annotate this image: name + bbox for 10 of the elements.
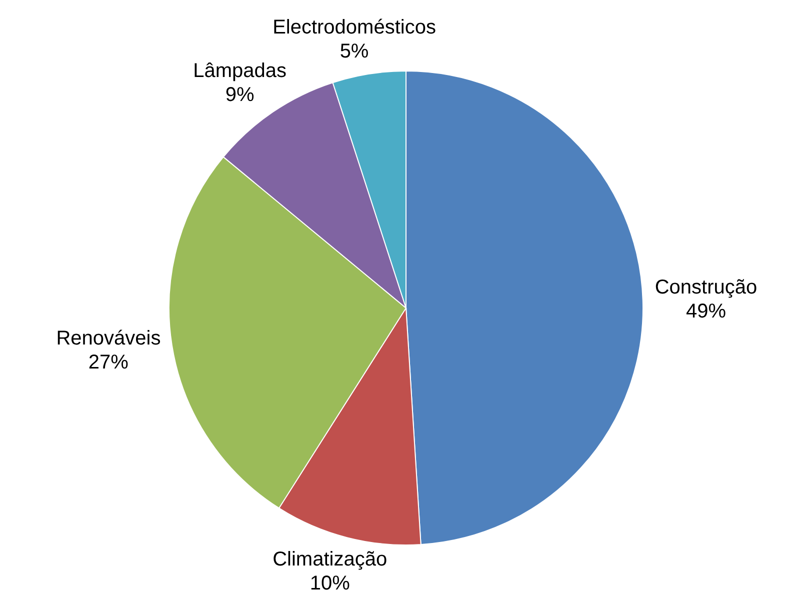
- data-label: 9%: [225, 84, 254, 106]
- slice-label: Electrodomésticos: [272, 16, 436, 38]
- slice-label: Lâmpadas: [193, 60, 286, 82]
- data-label: 10%: [310, 572, 350, 594]
- data-label: 5%: [340, 40, 369, 62]
- data-label: 27%: [88, 352, 129, 374]
- slice-label: Climatização: [272, 548, 388, 570]
- data-label: 49%: [686, 300, 726, 322]
- slice-label: Construção: [654, 276, 758, 298]
- slice-label: Renováveis: [56, 328, 161, 350]
